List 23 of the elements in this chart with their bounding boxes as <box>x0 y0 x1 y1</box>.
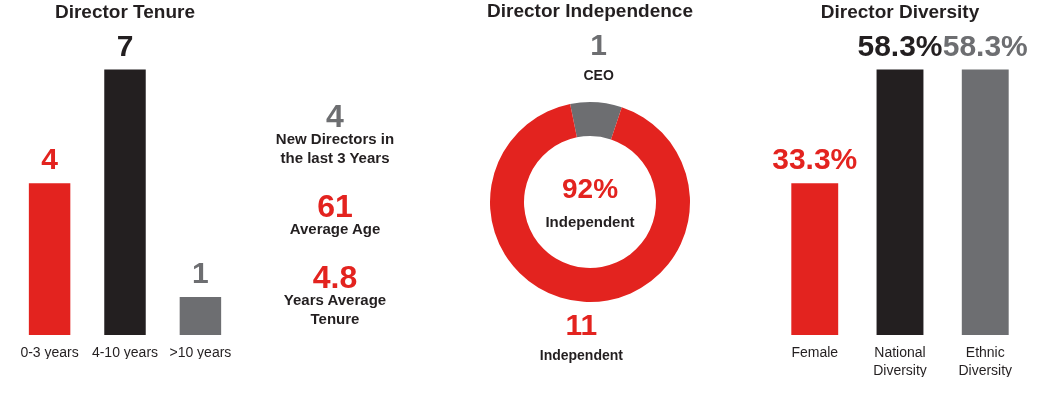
chart-title: Director Independence <box>487 0 693 22</box>
slice-label: CEO <box>583 67 614 84</box>
x-tick-label: Female <box>791 343 839 360</box>
x-tick-label: >10 years <box>169 343 232 360</box>
data-label: 7 <box>116 28 134 62</box>
donut-slice <box>490 103 690 302</box>
data-label: 58.3% <box>942 28 1028 62</box>
data-label: 1 <box>192 256 209 290</box>
text: 92% <box>561 173 619 204</box>
x-tick-label: Ethnic Diversity <box>958 343 1013 378</box>
chart-title: Director Diversity <box>820 0 980 22</box>
chart-title: Director Tenure <box>54 0 196 22</box>
slice-label: Independent <box>539 346 624 363</box>
x-tick-label: 0-3 years <box>20 343 79 360</box>
data-label: 4 <box>41 142 59 176</box>
data-label: 11 <box>565 307 598 341</box>
text: Independent <box>545 213 635 230</box>
data-label: 1 <box>590 28 607 62</box>
data-label: 58.3% <box>857 28 943 62</box>
donut-slice <box>570 102 622 140</box>
x-tick-label: 4-10 years <box>91 343 159 360</box>
data-label: 33.3% <box>772 142 858 176</box>
x-tick-label: National Diversity <box>873 343 927 378</box>
